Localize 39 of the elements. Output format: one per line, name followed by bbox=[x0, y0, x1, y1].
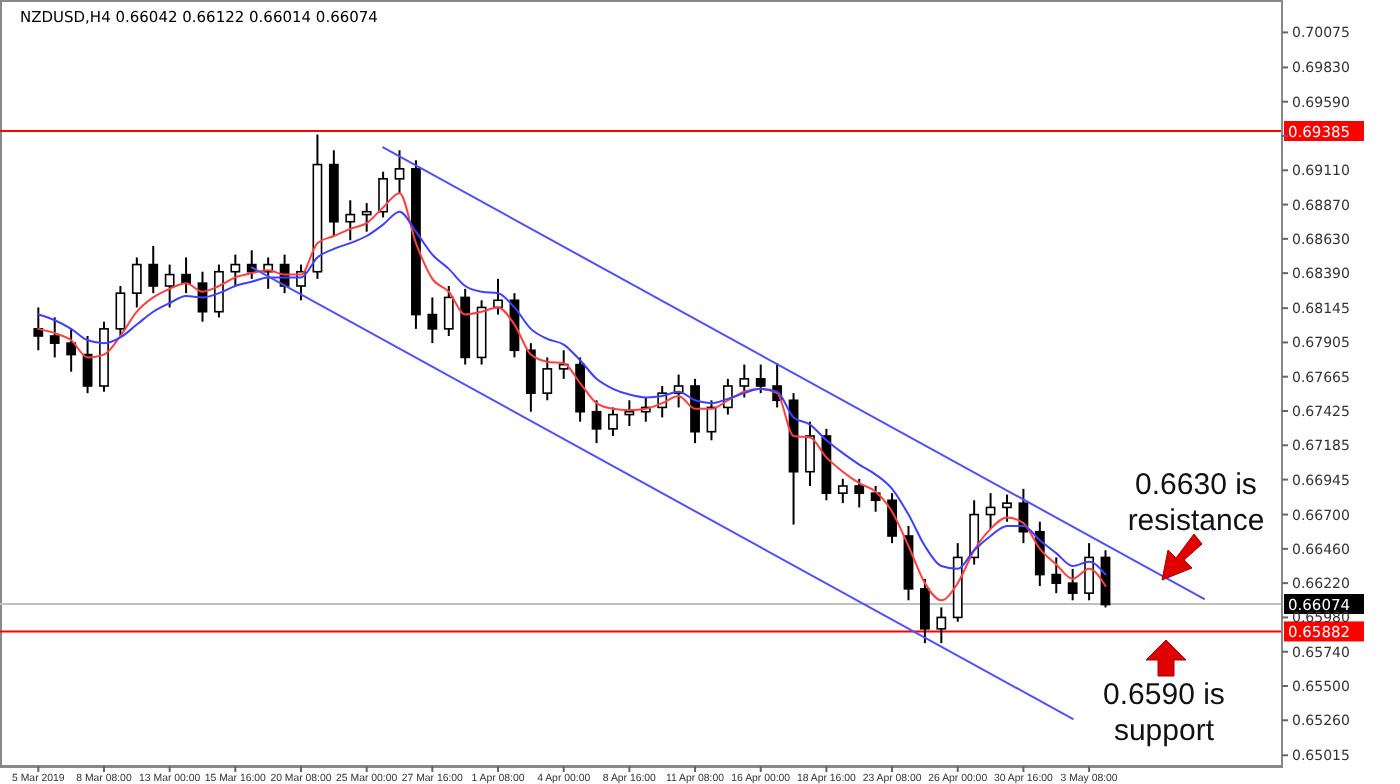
candlestick bbox=[443, 285, 454, 337]
candlestick bbox=[558, 349, 569, 380]
candlestick bbox=[115, 285, 126, 337]
candlestick bbox=[755, 363, 766, 395]
candlestick bbox=[1084, 542, 1094, 602]
candlestick bbox=[887, 492, 897, 545]
candlestick bbox=[936, 606, 947, 645]
candlestick bbox=[49, 316, 60, 359]
candlestick bbox=[920, 577, 930, 645]
candlestick bbox=[361, 202, 372, 233]
candlestick bbox=[591, 399, 602, 445]
candlestick bbox=[575, 356, 586, 423]
candlestick bbox=[969, 499, 980, 566]
candlestick bbox=[870, 485, 881, 513]
candlestick bbox=[493, 277, 503, 316]
candlestick bbox=[345, 199, 356, 242]
candlestick bbox=[690, 377, 700, 445]
candlestick bbox=[1051, 556, 1062, 595]
annotation: 0.6630 is resistance bbox=[1127, 468, 1265, 538]
candlestick bbox=[624, 399, 635, 427]
candlestick bbox=[427, 296, 438, 345]
candlestick bbox=[394, 149, 405, 195]
candlestick bbox=[837, 477, 848, 505]
candlestick bbox=[805, 420, 815, 487]
candlestick bbox=[739, 363, 750, 399]
candlestick bbox=[378, 170, 388, 219]
candlestick bbox=[66, 327, 77, 373]
candlestick bbox=[131, 256, 142, 309]
candlestick bbox=[164, 263, 175, 309]
annotation: 0.6590 is support bbox=[1103, 678, 1225, 748]
candlestick bbox=[608, 406, 618, 437]
candlestick bbox=[542, 356, 553, 402]
candlestick bbox=[525, 342, 536, 413]
candlestick bbox=[854, 477, 865, 509]
candlestick bbox=[1067, 567, 1078, 602]
candlestick bbox=[1002, 493, 1012, 523]
candlestick bbox=[33, 306, 44, 352]
candlestick bbox=[148, 245, 159, 295]
candlestick bbox=[230, 253, 241, 287]
